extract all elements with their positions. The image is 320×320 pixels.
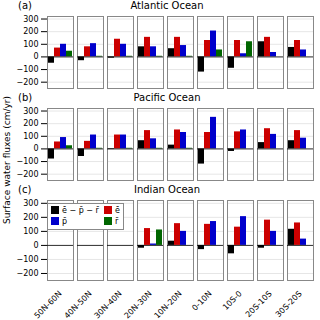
html-text:Surface water fluxes (cm/yr): Surface water fluxes (cm/yr) [2,96,12,224]
html-text:(c): (c) [18,184,32,195]
svg-text:20N-30N: 20N-30N [122,289,153,320]
svg-text:40N-50N: 40N-50N [62,289,93,320]
html-text:ē − p̄ − r̄: ē − p̄ − r̄ [62,206,99,215]
html-text:(a): (a) [18,0,32,11]
svg-text:200: 200 [23,213,38,222]
svg-text:300: 300 [23,199,38,208]
svg-text:−200: −200 [17,78,39,87]
html-text:(b): (b) [18,92,33,103]
svg-text:−200: −200 [17,170,39,179]
svg-text:0: 0 [33,241,38,250]
svg-text:0-10N: 0-10N [190,289,213,312]
html-text:Indian Ocean: Indian Ocean [134,184,200,195]
svg-text:10N-20N: 10N-20N [152,289,183,320]
svg-text:0: 0 [33,144,38,153]
svg-text:10S-0: 10S-0 [221,289,244,312]
svg-text:20S-10S: 20S-10S [244,289,274,319]
html-text:r̄: r̄ [114,217,119,226]
svg-text:100: 100 [23,40,38,49]
html-text:Pacific Ocean: Pacific Ocean [133,92,201,103]
html-text:Atlantic Ocean: Atlantic Ocean [130,0,204,11]
svg-text:300: 300 [23,15,38,24]
svg-text:−100: −100 [17,65,39,74]
svg-text:50N-60N: 50N-60N [32,289,63,320]
svg-text:0: 0 [33,52,38,61]
svg-text:30N-40N: 30N-40N [92,289,123,320]
svg-text:200: 200 [23,119,38,128]
svg-text:300: 300 [23,107,38,116]
svg-text:200: 200 [23,27,38,36]
svg-text:−100: −100 [17,255,39,264]
svg-text:−200: −200 [17,269,39,278]
html-text:p̄: p̄ [62,217,68,226]
svg-text:−100: −100 [17,157,39,166]
svg-text:100: 100 [23,227,38,236]
html-text:ē: ē [114,206,120,215]
svg-text:100: 100 [23,132,38,141]
svg-text:30S-20S: 30S-20S [274,289,304,319]
